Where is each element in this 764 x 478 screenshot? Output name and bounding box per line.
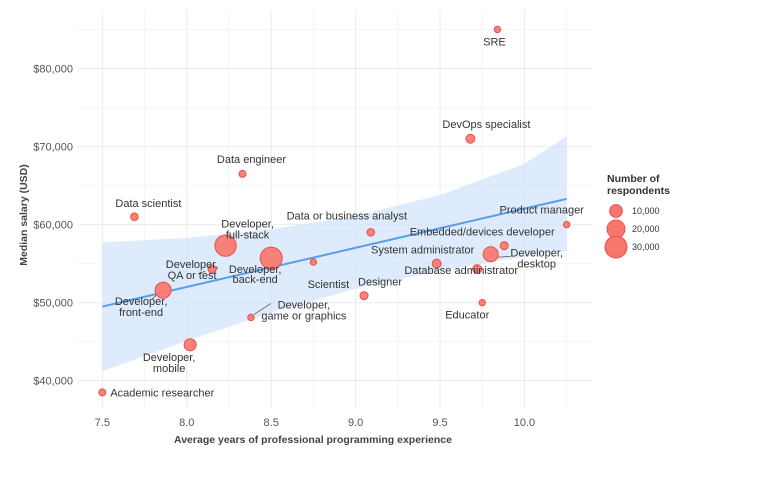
data-point — [499, 241, 509, 251]
data-point — [472, 264, 483, 275]
data-point — [207, 264, 217, 274]
point-label: Data or business analyst — [287, 210, 407, 222]
data-point — [247, 313, 255, 322]
data-point — [359, 291, 369, 301]
data-point — [130, 212, 139, 222]
trend-line — [102, 197, 567, 308]
point-label: Database administrator — [404, 265, 518, 277]
data-point — [366, 228, 376, 237]
label-leader — [253, 303, 272, 315]
legend-swatch — [609, 204, 623, 218]
data-point — [154, 281, 172, 299]
data-point — [183, 338, 197, 352]
x-tick-label: 8.0 — [179, 417, 194, 429]
y-axis-title: Median salary (USD) — [18, 164, 30, 266]
label-leader — [197, 270, 206, 275]
y-tick-label: $50,000 — [33, 298, 73, 310]
data-point — [214, 234, 237, 257]
data-points — [98, 25, 571, 397]
y-tick-label: $80,000 — [33, 64, 73, 76]
point-label: Product manager — [499, 205, 584, 217]
legend-label: 20,000 — [632, 224, 660, 234]
x-tick-label: 9.0 — [348, 417, 363, 429]
legend-swatch — [606, 219, 626, 239]
legend-swatch — [604, 235, 628, 259]
x-tick-label: 9.5 — [432, 417, 447, 429]
point-label: SRE — [483, 37, 506, 49]
y-tick-label: $60,000 — [33, 220, 73, 232]
data-point — [259, 246, 283, 270]
point-label: Developer, mobile — [143, 352, 196, 375]
legend-title-line1: Number of — [607, 173, 660, 185]
data-point — [309, 258, 318, 266]
data-point — [493, 25, 502, 34]
point-label: Designer — [358, 277, 402, 289]
point-labels: SRE DevOps specialist Data engineer Data sc… — [110, 37, 584, 400]
legend-label: 30,000 — [632, 242, 660, 252]
data-point — [238, 169, 247, 178]
point-label: Embedded/devices developer — [410, 227, 555, 239]
point-label: Scientist — [308, 279, 350, 291]
label-leader — [497, 255, 511, 258]
data-point — [431, 258, 442, 269]
point-label: Data scientist — [115, 198, 181, 210]
size-legend: Number of respondents 10,000 20,000 30,000 — [604, 173, 670, 259]
point-label: Developer, desktop — [510, 247, 563, 270]
data-point — [482, 246, 499, 263]
point-label: Developer, QA or test — [166, 259, 219, 282]
grid — [77, 10, 592, 408]
data-point — [465, 133, 476, 144]
point-label: Data engineer — [217, 154, 286, 166]
x-tick-label: 8.5 — [264, 417, 279, 429]
x-tick-label: 7.5 — [95, 417, 110, 429]
point-label: Developer, front-end — [115, 296, 168, 319]
x-axis-title: Average years of professional programmin… — [174, 434, 452, 446]
x-axis-ticks: 7.5 8.0 8.5 9.0 9.5 10.0 — [95, 417, 535, 429]
legend-label: 10,000 — [632, 206, 660, 216]
data-point — [98, 388, 107, 397]
point-label: Academic researcher — [110, 387, 214, 399]
legend-title-line2: respondents — [607, 185, 670, 197]
confidence-band — [102, 136, 567, 372]
y-axis-ticks: $40,000 $50,000 $60,000 $70,000 $80,000 — [33, 64, 73, 388]
point-label: Developer, back-end — [229, 264, 282, 286]
point-label: System administrator — [371, 245, 475, 257]
y-tick-label: $70,000 — [33, 142, 73, 154]
point-label: Developer, game or graphics — [261, 299, 346, 322]
point-label: DevOps specialist — [442, 119, 530, 131]
point-label: Educator — [445, 310, 489, 322]
data-point — [478, 298, 486, 307]
y-tick-label: $40,000 — [33, 376, 73, 388]
x-tick-label: 10.0 — [514, 417, 535, 429]
point-label: Developer, full-stack — [221, 219, 274, 242]
data-point — [562, 220, 571, 229]
